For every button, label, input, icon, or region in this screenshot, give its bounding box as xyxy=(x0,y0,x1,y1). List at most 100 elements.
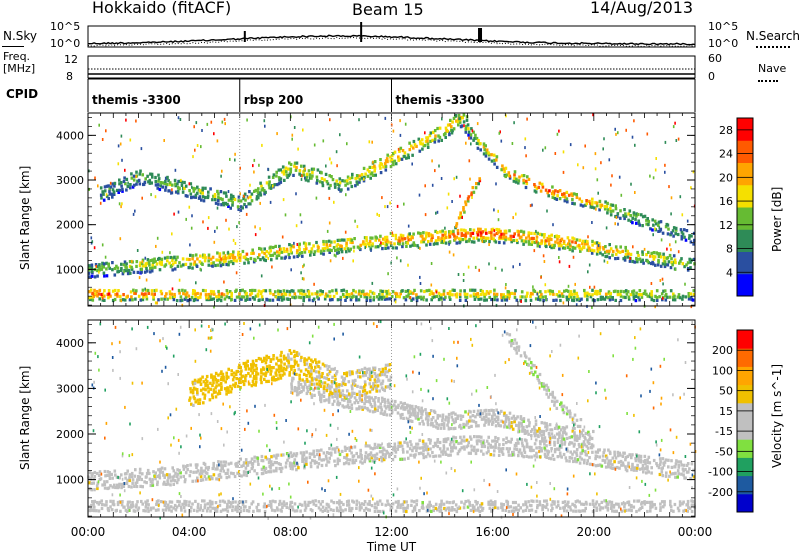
velocity-cell xyxy=(310,372,313,376)
velocity-cell xyxy=(189,470,192,474)
velocity-cell xyxy=(411,407,415,411)
power-cell xyxy=(472,236,475,240)
power-cell xyxy=(407,294,410,298)
power-cell xyxy=(168,261,171,265)
velocity-cell xyxy=(361,461,364,465)
velocity-cell xyxy=(435,425,438,429)
power-cell xyxy=(549,292,552,296)
velocity-cell xyxy=(320,393,324,397)
velocity-cell xyxy=(234,500,237,504)
velocity-cell xyxy=(422,449,425,453)
power-cell xyxy=(302,241,306,245)
velocity-cell xyxy=(494,419,498,423)
power-cell xyxy=(423,143,427,148)
velocity-cell xyxy=(351,461,354,465)
power-cell xyxy=(454,114,458,118)
velocity-cell xyxy=(216,464,219,468)
power-cell xyxy=(120,262,123,266)
velocity-cell xyxy=(636,463,639,467)
power-speckle xyxy=(188,205,191,209)
velocity-cell xyxy=(189,390,193,394)
velocity-cell xyxy=(632,468,636,472)
velocity-cell xyxy=(176,468,179,472)
power-cell xyxy=(322,252,325,256)
power-cell xyxy=(123,176,126,180)
velocity-cell xyxy=(626,464,630,468)
velocity-cell xyxy=(368,378,372,382)
power-cell xyxy=(466,231,470,235)
power-cell xyxy=(462,208,465,212)
velocity-cell xyxy=(278,502,281,507)
velocity-cell xyxy=(360,405,364,409)
power-cell xyxy=(291,295,294,299)
power-cell xyxy=(138,182,142,186)
velocity-cell xyxy=(521,429,524,433)
velocity-cell xyxy=(314,365,317,369)
power-cell xyxy=(350,176,354,180)
power-cell xyxy=(180,180,184,184)
power-speckle xyxy=(595,207,597,211)
power-speckle xyxy=(263,119,266,123)
velocity-cell xyxy=(650,471,653,475)
velocity-cell xyxy=(290,367,293,371)
velocity-cell xyxy=(373,409,377,413)
power-cell xyxy=(379,295,382,299)
velocity-cell xyxy=(155,502,158,506)
velocity-cell xyxy=(322,451,326,455)
velocity-cell xyxy=(316,465,319,469)
velocity-cell xyxy=(164,500,168,505)
power-cell xyxy=(680,257,683,261)
velocity-cell xyxy=(232,383,235,387)
velocity-cell xyxy=(343,398,346,402)
power-cell xyxy=(302,164,306,168)
power-cell xyxy=(144,262,148,266)
velocity-cell xyxy=(90,474,94,478)
velocity-cell xyxy=(494,424,498,428)
power-cell xyxy=(455,119,458,123)
velocity-cell xyxy=(363,380,367,384)
velocity-cell xyxy=(331,395,334,399)
power-cell xyxy=(152,297,155,301)
velocity-cell xyxy=(342,379,346,383)
velocity-cell xyxy=(500,409,503,413)
velocity-cell xyxy=(680,463,683,467)
power-cell xyxy=(308,298,311,302)
power-cell xyxy=(194,294,197,298)
velocity-cell xyxy=(269,358,273,362)
velocity-cell xyxy=(515,351,519,355)
power-cell xyxy=(369,289,372,294)
power-speckle xyxy=(285,293,288,296)
power-cell xyxy=(599,251,602,255)
velocity-cell xyxy=(601,454,605,458)
power-cell xyxy=(345,241,348,245)
velocity-cell xyxy=(280,466,284,470)
power-speckle xyxy=(301,174,303,178)
power-cell xyxy=(598,291,602,295)
power-cell xyxy=(495,294,498,298)
velocity-cell xyxy=(242,361,246,366)
velocity-cell xyxy=(225,506,229,510)
power-cell xyxy=(144,292,147,296)
velocity-cell xyxy=(186,464,189,468)
velocity-cell xyxy=(368,370,372,374)
power-cell xyxy=(571,240,574,244)
velocity-cell xyxy=(473,435,476,439)
power-cell xyxy=(547,289,550,293)
power-cell xyxy=(346,175,350,179)
velocity-cell xyxy=(256,509,259,513)
power-speckle xyxy=(558,256,560,259)
power-speckle xyxy=(155,244,157,248)
power-cell xyxy=(431,234,434,238)
velocity-cell xyxy=(467,440,470,444)
power-speckle xyxy=(293,241,295,245)
power-cell xyxy=(290,251,293,255)
power-speckle xyxy=(575,303,578,307)
velocity-cell xyxy=(318,382,322,387)
power-cell xyxy=(524,240,528,244)
velocity-cell xyxy=(430,417,433,421)
power-cell xyxy=(632,292,635,296)
velocity-cell xyxy=(466,444,470,448)
power-cell xyxy=(164,294,167,299)
power-cell xyxy=(570,292,574,297)
velocity-cell xyxy=(414,411,417,415)
